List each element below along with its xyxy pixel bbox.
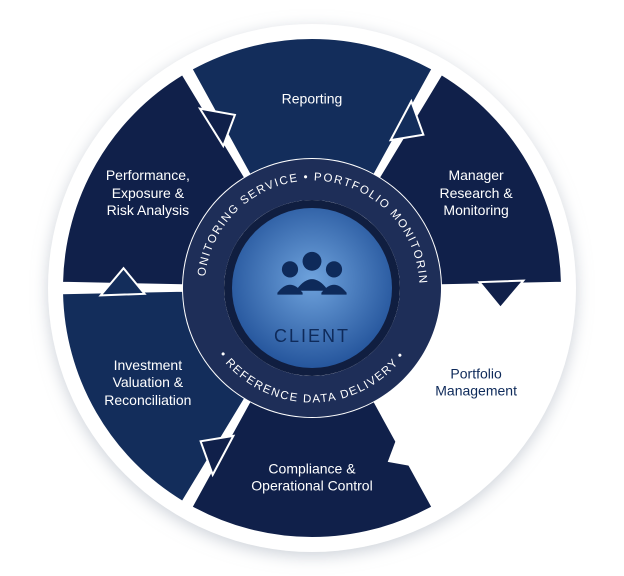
radial-diagram: MANAGER MONITORING SERVICE • PORTFOLIO M… xyxy=(0,0,624,576)
diagram-svg: MANAGER MONITORING SERVICE • PORTFOLIO M… xyxy=(0,0,624,576)
center-label: CLIENT xyxy=(232,326,392,347)
